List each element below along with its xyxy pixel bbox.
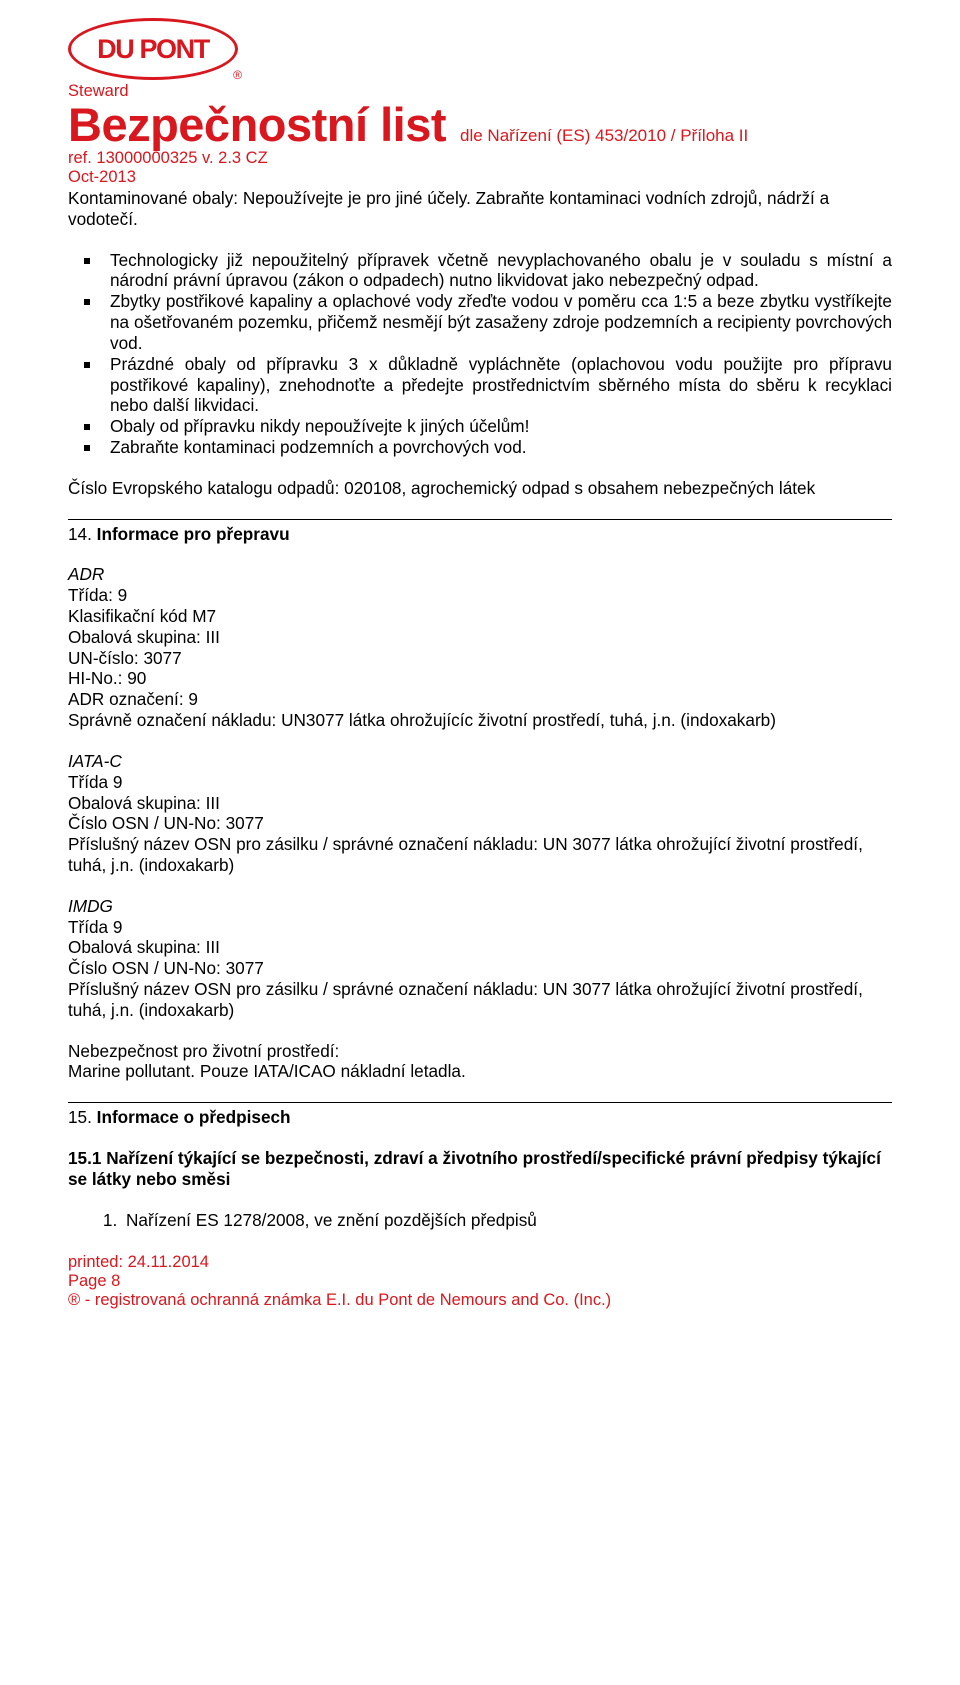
env-label: Nebezpečnost pro životní prostředí: (68, 1041, 892, 1062)
bullet-item: Prázdné obaly od přípravku 3 x důkladně … (68, 354, 892, 416)
imdg-line: Třída 9 (68, 917, 892, 938)
section-15-1-heading: 15.1 Nařízení týkající se bezpečnosti, z… (68, 1148, 892, 1190)
adr-line: HI-No.: 90 (68, 668, 892, 689)
document-subtitle: dle Nařízení (ES) 453/2010 / Příloha II (460, 126, 748, 146)
adr-line: Obalová skupina: III (68, 627, 892, 648)
adr-label: ADR (68, 564, 892, 585)
adr-line: ADR označení: 9 (68, 689, 892, 710)
adr-line: Správně označení nákladu: UN3077 látka o… (68, 710, 892, 731)
iata-line: Třída 9 (68, 772, 892, 793)
env-text: Marine pollutant. Pouze IATA/ICAO náklad… (68, 1061, 892, 1082)
divider (68, 1102, 892, 1103)
registered-symbol: ® (233, 68, 242, 82)
adr-line: Klasifikační kód M7 (68, 606, 892, 627)
bullet-item: Obaly od přípravku nikdy nepoužívejte k … (68, 416, 892, 437)
imdg-line: Obalová skupina: III (68, 937, 892, 958)
reference-number: ref. 13000000325 v. 2.3 CZ (68, 149, 892, 168)
printed-date: printed: 24.11.2014 (68, 1253, 892, 1272)
regulation-list: Nařízení ES 1278/2008, ve znění pozdější… (68, 1210, 892, 1231)
iata-line: Číslo OSN / UN-No: 3077 (68, 813, 892, 834)
iata-line: Obalová skupina: III (68, 793, 892, 814)
body-content: Kontaminované obaly: Nepoužívejte je pro… (68, 188, 892, 1231)
waste-catalog: Číslo Evropského katalogu odpadů: 020108… (68, 478, 892, 499)
bullet-item: Zbytky postřikové kapaliny a oplachové v… (68, 291, 892, 353)
imdg-label: IMDG (68, 896, 892, 917)
adr-line: UN-číslo: 3077 (68, 648, 892, 669)
imdg-line: Příslušný název OSN pro zásilku / správn… (68, 979, 892, 1021)
imdg-block: IMDG Třída 9 Obalová skupina: III Číslo … (68, 896, 892, 1021)
logo-oval: DU PONT (68, 18, 238, 80)
page-container: DU PONT ® Steward Bezpečnostní list dle … (0, 0, 960, 1340)
regulation-item: Nařízení ES 1278/2008, ve znění pozdější… (122, 1210, 892, 1231)
iata-block: IATA-C Třída 9 Obalová skupina: III Čísl… (68, 751, 892, 876)
dupont-logo: DU PONT ® (68, 18, 238, 80)
title-row: Bezpečnostní list dle Nařízení (ES) 453/… (68, 97, 892, 152)
trademark-notice: ® - registrovaná ochranná známka E.I. du… (68, 1291, 892, 1310)
document-title: Bezpečnostní list (68, 97, 446, 152)
bullet-item: Technologicky již nepoužitelný přípravek… (68, 250, 892, 292)
page-footer: printed: 24.11.2014 Page 8 ® - registrov… (68, 1253, 892, 1310)
imdg-line: Číslo OSN / UN-No: 3077 (68, 958, 892, 979)
document-date: Oct-2013 (68, 168, 892, 187)
section-14-heading: 14. 14. Informace pro přepravuInformace … (68, 524, 892, 545)
iata-label: IATA-C (68, 751, 892, 772)
page-number: Page 8 (68, 1272, 892, 1291)
adr-block: ADR Třída: 9 Klasifikační kód M7 Obalová… (68, 564, 892, 731)
adr-line: Třída: 9 (68, 585, 892, 606)
section-15-heading: 15. Informace o předpisech (68, 1107, 892, 1128)
bullet-item: Zabraňte kontaminaci podzemních a povrch… (68, 437, 892, 458)
iata-line: Příslušný název OSN pro zásilku / správn… (68, 834, 892, 876)
disposal-bullets: Technologicky již nepoužitelný přípravek… (68, 250, 892, 458)
intro-paragraph: Kontaminované obaly: Nepoužívejte je pro… (68, 188, 892, 230)
env-block: Nebezpečnost pro životní prostředí: Mari… (68, 1041, 892, 1083)
logo-text: DU PONT (97, 34, 209, 65)
divider (68, 519, 892, 520)
